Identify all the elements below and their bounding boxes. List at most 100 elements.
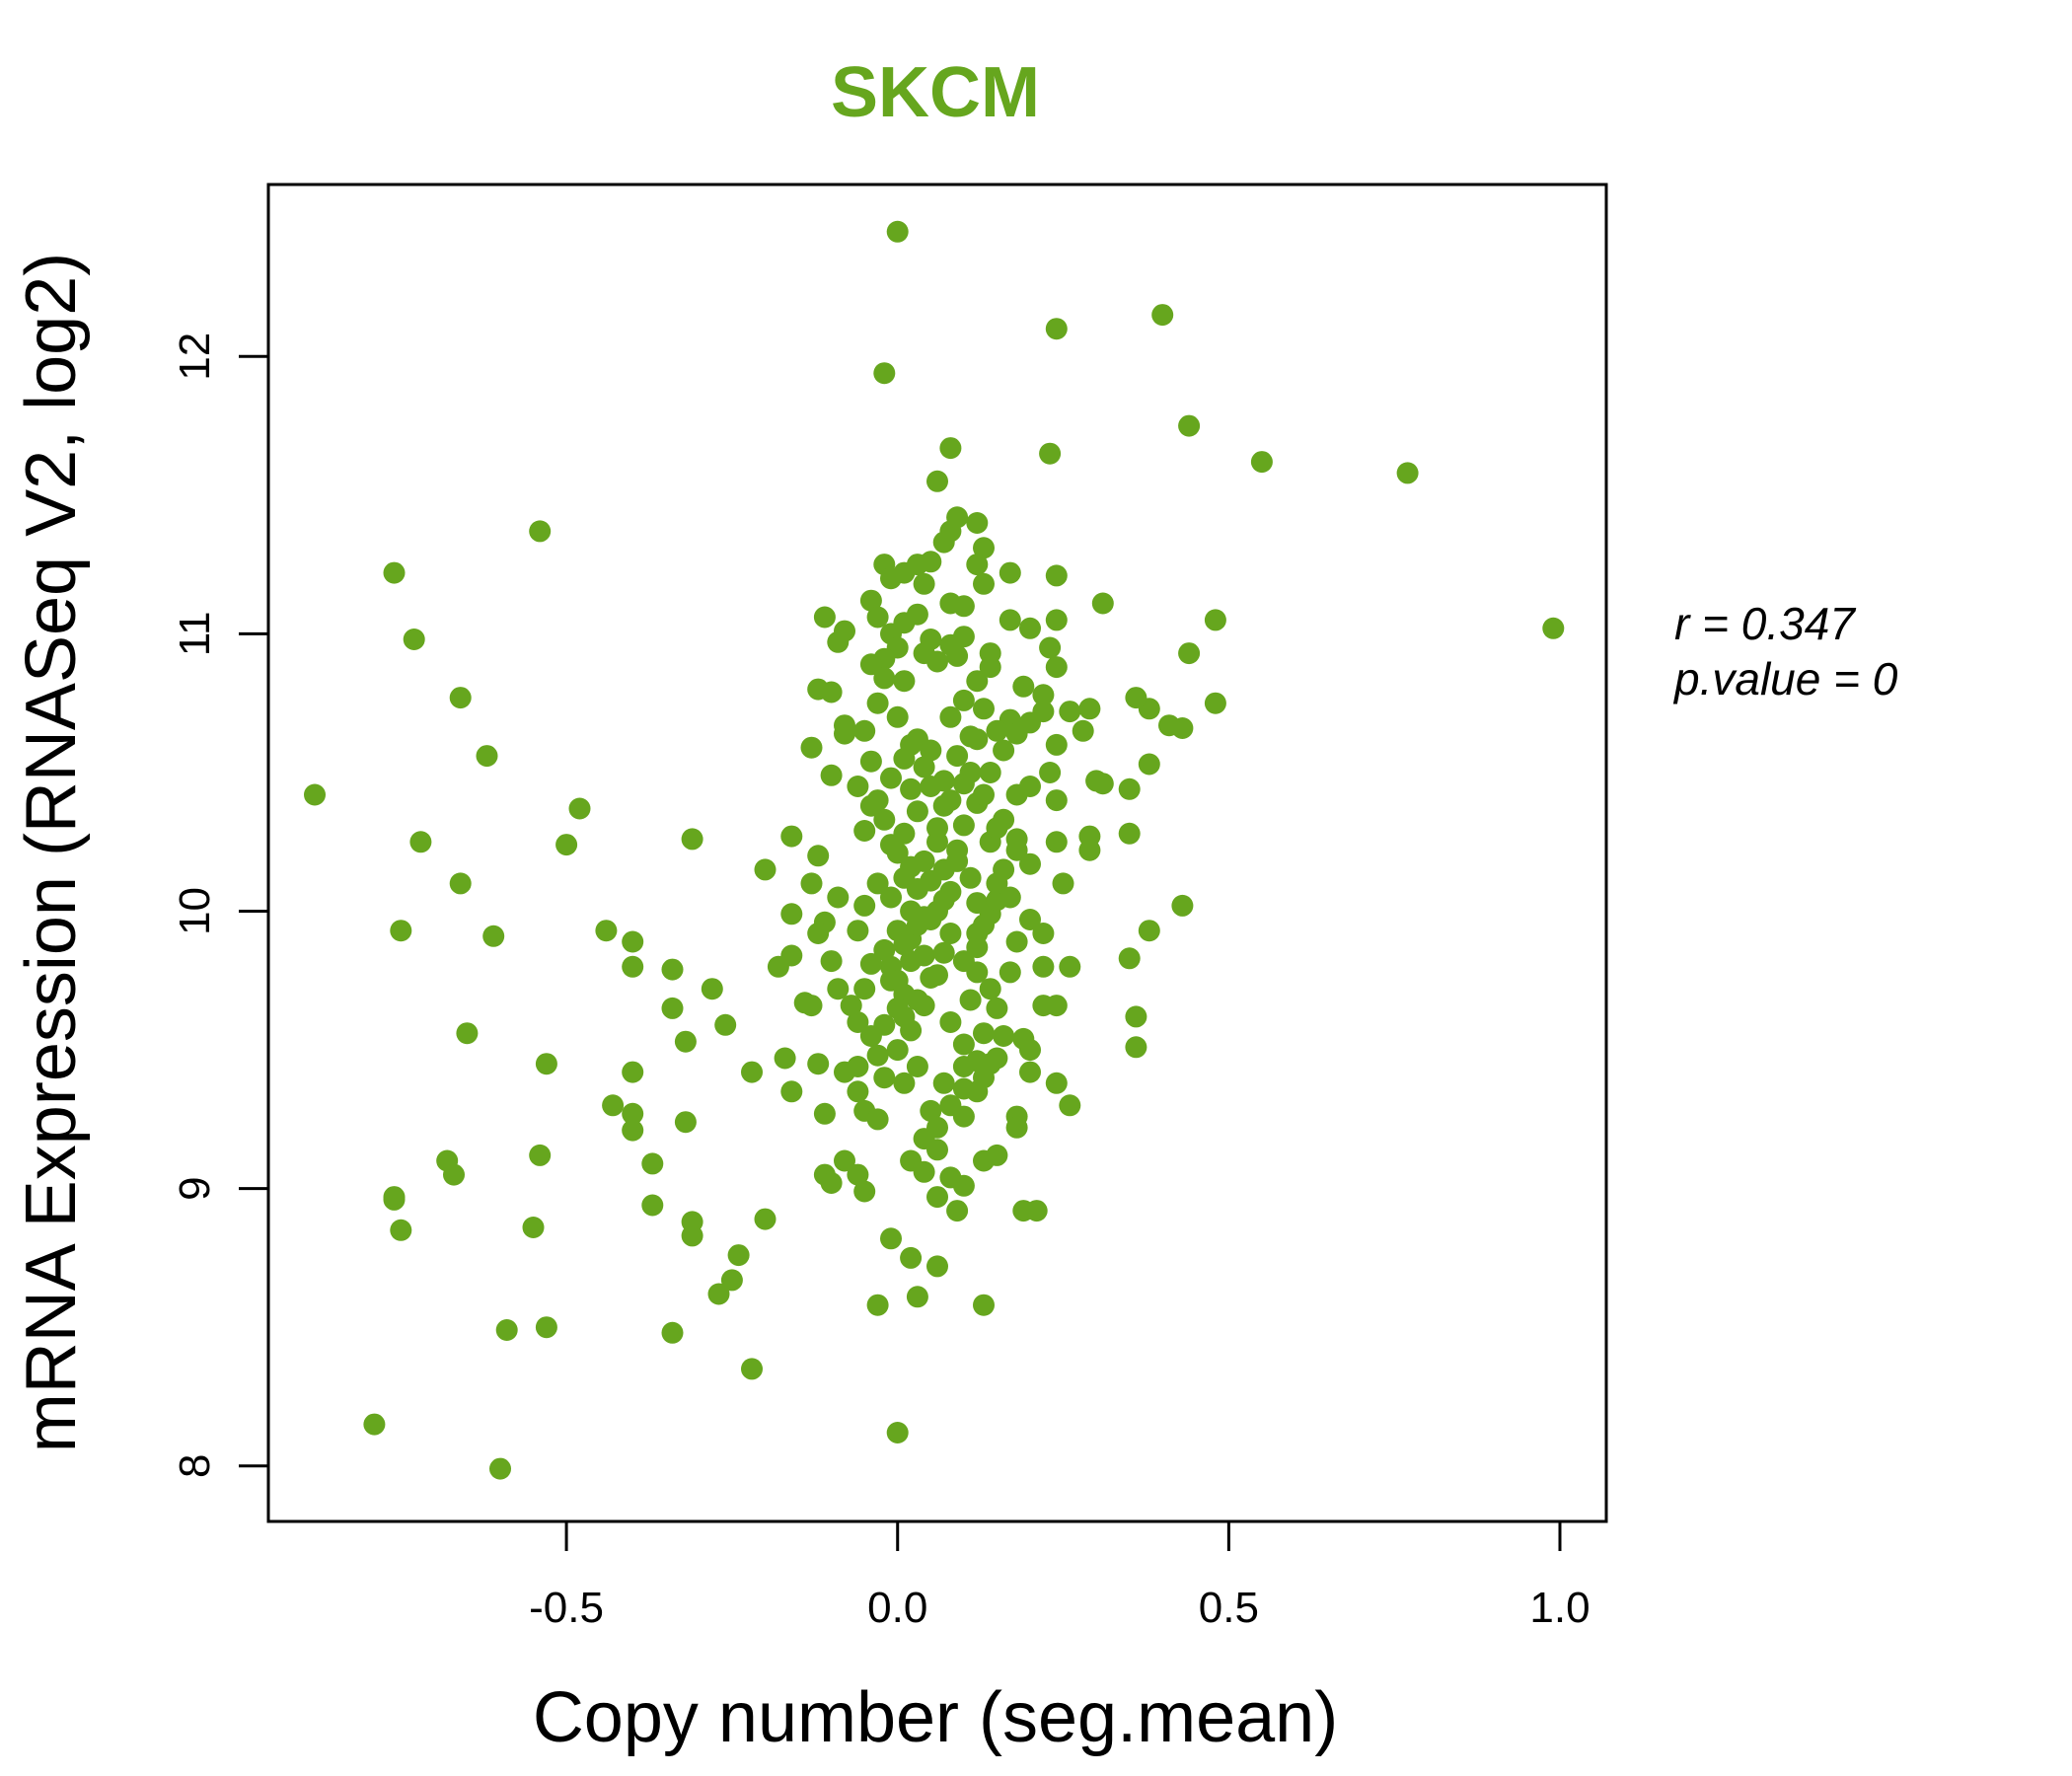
scatter-point — [880, 969, 902, 992]
x-tick-label: 1.0 — [1529, 1584, 1590, 1632]
scatter-point — [893, 933, 916, 956]
scatter-point — [1005, 783, 1028, 806]
scatter-point — [1032, 684, 1055, 706]
y-tick-label: 12 — [171, 333, 219, 381]
scatter-point — [859, 794, 882, 817]
scatter-point — [741, 1061, 763, 1083]
scatter-point — [1032, 995, 1055, 1017]
x-tick-label: -0.5 — [529, 1584, 604, 1632]
scatter-point — [973, 698, 995, 720]
scatter-point — [866, 692, 889, 714]
scatter-point — [926, 1255, 948, 1278]
scatter-point — [701, 978, 723, 1000]
scatter-point — [946, 644, 969, 667]
correlation-r-annotation: r = 0.347 — [1674, 598, 1856, 649]
scatter-point — [920, 551, 942, 573]
scatter-point — [853, 820, 876, 842]
scatter-point — [986, 997, 1008, 1019]
scatter-point — [1085, 770, 1108, 792]
scatter-point — [707, 1283, 730, 1305]
scatter-point — [1396, 462, 1419, 484]
scatter-point — [774, 1047, 796, 1070]
scatter-point — [847, 1056, 869, 1077]
scatter-point — [1052, 872, 1074, 895]
scatter-point — [959, 725, 982, 748]
scatter-point — [800, 872, 823, 895]
scatter-point — [1045, 609, 1068, 631]
scatter-point — [834, 620, 855, 642]
scatter-point — [952, 1033, 975, 1056]
scatter-point — [853, 719, 876, 742]
y-axis: 8 9 10 11 12 — [171, 333, 268, 1478]
scatter-point — [939, 437, 962, 460]
scatter-point — [932, 889, 955, 912]
scatter-point — [973, 1294, 995, 1316]
scatter-point — [952, 595, 975, 618]
scatter-point — [529, 1144, 552, 1166]
scatter-point — [1118, 777, 1141, 800]
scatter-point — [966, 1080, 989, 1103]
scatter-point — [780, 903, 803, 925]
x-tick-label: 0.0 — [867, 1584, 927, 1632]
scatter-point — [602, 1094, 625, 1117]
scatter-point — [754, 1208, 777, 1230]
scatter-point — [906, 989, 928, 1011]
scatter-point — [939, 1011, 962, 1033]
scatter-point — [1019, 617, 1041, 639]
scatter-point — [952, 773, 975, 795]
scatter-point — [926, 650, 948, 673]
scatter-point — [1204, 692, 1226, 714]
scatter-point — [443, 1163, 465, 1186]
scatter-point — [681, 828, 703, 851]
scatter-point — [674, 1030, 697, 1053]
scatter-point — [813, 1102, 836, 1125]
scatter-point — [873, 808, 896, 831]
scatter-point — [827, 978, 850, 1000]
scatter-point — [913, 850, 935, 872]
scatter-point — [866, 606, 889, 629]
scatter-point — [1019, 711, 1041, 734]
scatter-point — [1125, 687, 1147, 709]
scatter-point — [926, 817, 948, 840]
x-axis-label: Copy number (seg.mean) — [533, 1678, 1338, 1757]
scatter-point — [952, 1056, 975, 1077]
scatter-point — [622, 955, 644, 978]
scatter-point — [741, 1358, 763, 1380]
scatter-point — [926, 1139, 948, 1161]
scatter-point — [807, 923, 830, 944]
scatter-point — [834, 722, 855, 745]
scatter-point — [880, 834, 902, 856]
scatter-point — [1039, 762, 1062, 783]
scatter-point — [979, 762, 1001, 783]
scatter-point — [920, 629, 942, 650]
scatter-point — [973, 783, 995, 806]
scatter-point — [886, 1039, 909, 1062]
scatter-point — [1178, 642, 1201, 665]
scatter-point — [383, 561, 406, 584]
scatter-point — [946, 506, 969, 529]
scatter-point — [932, 1072, 955, 1094]
scatter-point — [847, 1080, 869, 1103]
scatter-point — [946, 850, 969, 872]
scatter-point — [1125, 1036, 1147, 1059]
scatter-point — [946, 745, 969, 768]
scatter-point — [999, 886, 1021, 909]
scatter-point — [489, 1457, 511, 1480]
scatter-point — [820, 1172, 843, 1194]
scatter-point — [1045, 1072, 1068, 1094]
scatter-point — [873, 938, 896, 961]
data-points — [304, 220, 1565, 1480]
scatter-point — [859, 653, 882, 676]
scatter-point — [986, 719, 1008, 742]
scatter-point — [449, 872, 472, 895]
scatter-point — [893, 612, 916, 634]
scatter-point — [993, 858, 1015, 881]
scatter-point — [555, 834, 578, 856]
scatter-point — [926, 1186, 948, 1209]
scatter-point — [390, 920, 412, 942]
scatter-point — [847, 1163, 869, 1186]
scatter-point — [886, 705, 909, 728]
scatter-point — [979, 1053, 1001, 1075]
scatter-point — [1059, 955, 1081, 978]
